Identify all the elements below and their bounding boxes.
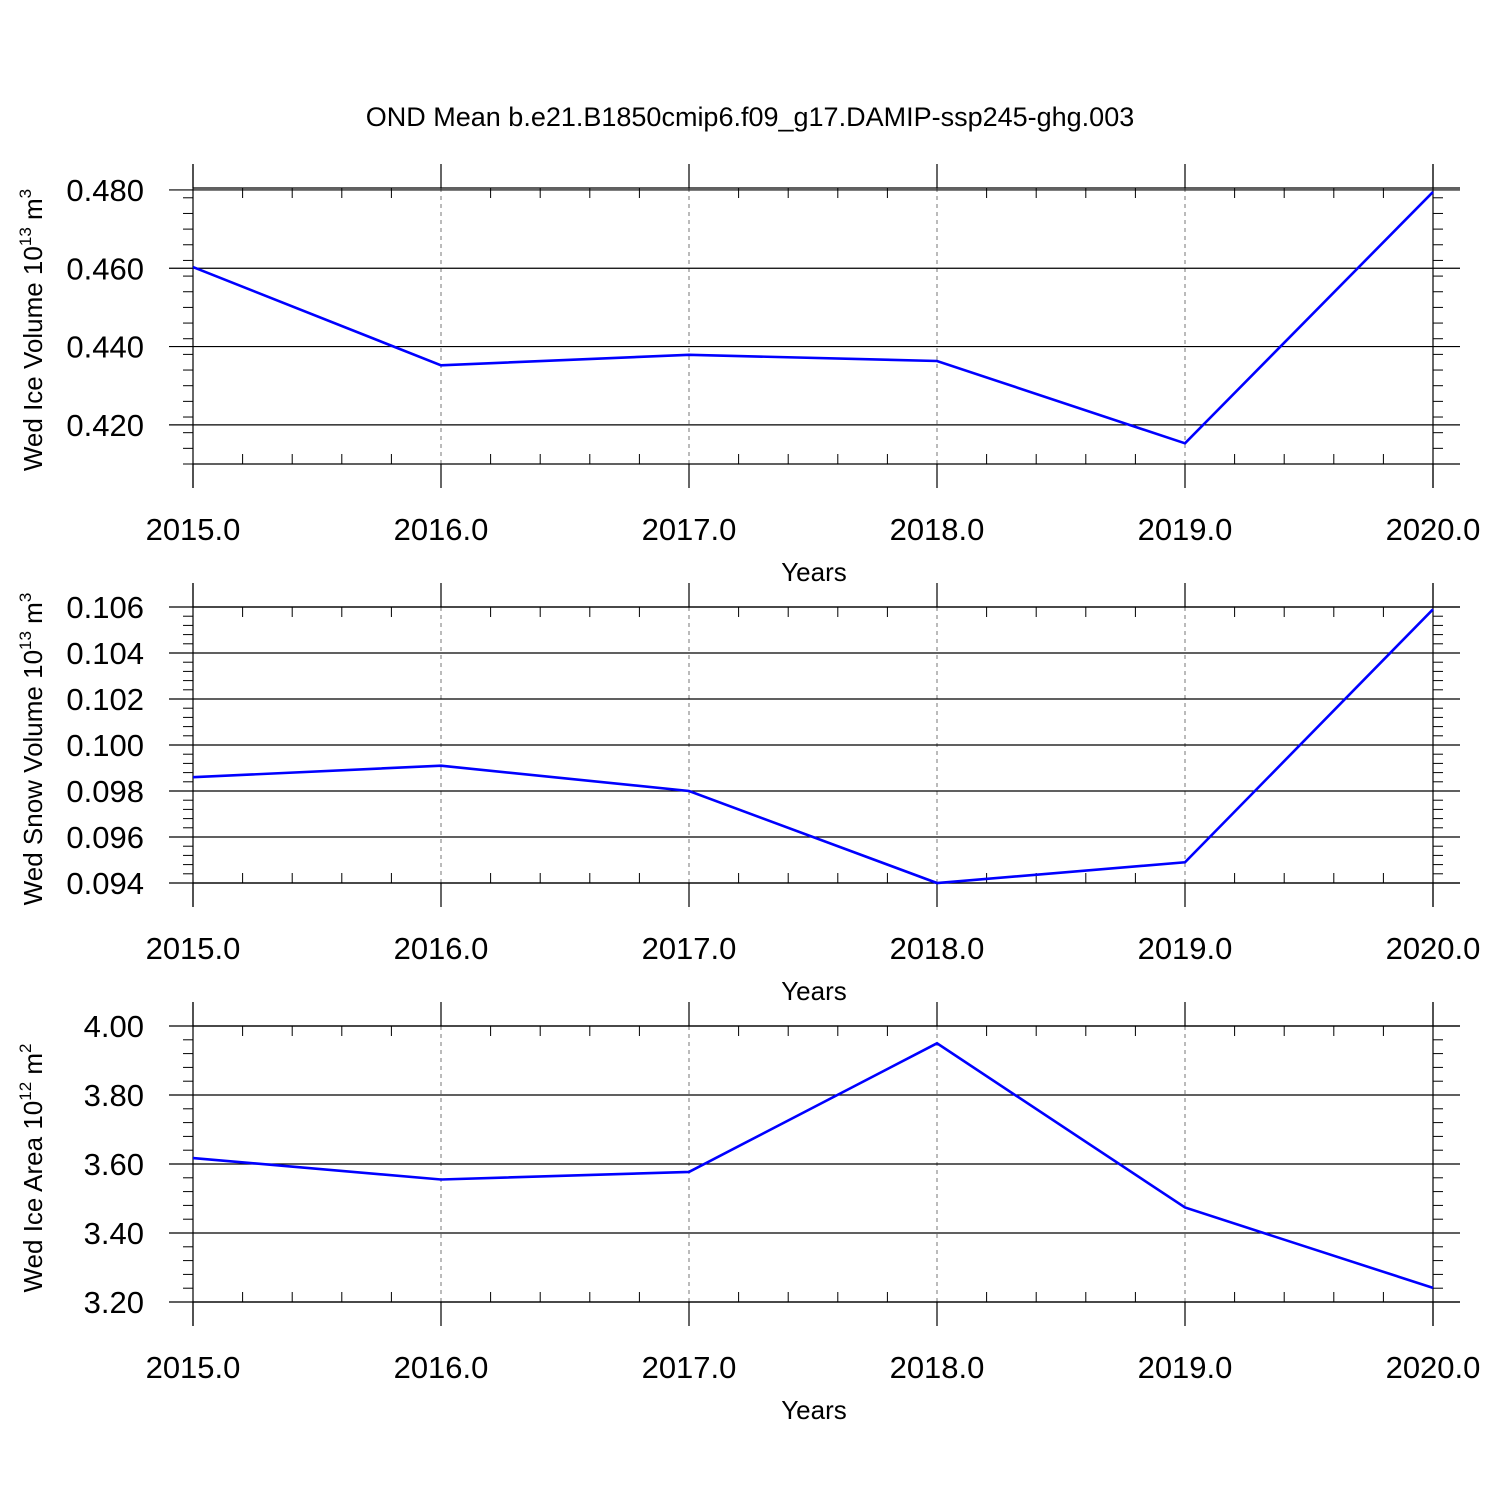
x-tick-label: 2016.0 — [394, 1350, 489, 1385]
x-tick-label: 2020.0 — [1386, 512, 1481, 547]
y-axis-label-exp: 13 — [16, 631, 35, 650]
x-tick-label: 2015.0 — [146, 512, 241, 547]
series-line — [192, 608, 1434, 885]
y-tick-label: 3.40 — [84, 1216, 144, 1251]
y-tick-label: 3.80 — [84, 1078, 144, 1113]
y-axis-label-exp: 13 — [16, 227, 35, 246]
y-axis-label-text: Wed Ice Area 10 — [18, 1101, 48, 1293]
series-line — [192, 190, 1434, 445]
x-tick-label: 2015.0 — [146, 931, 241, 966]
y-tick-label: 3.20 — [84, 1285, 144, 1320]
y-tick-label: 0.094 — [66, 866, 144, 901]
y-axis-label-text: Wed Snow Volume 10 — [18, 650, 48, 905]
x-tick-label: 2020.0 — [1386, 1350, 1481, 1385]
y-axis-label-exp: 12 — [16, 1082, 35, 1101]
x-tick-label: 2017.0 — [642, 512, 737, 547]
y-axis-label: Wed Ice Volume 1013 m3 — [16, 189, 48, 471]
y-axis-label-unit-exp: 3 — [16, 593, 35, 602]
x-tick-label: 2018.0 — [890, 1350, 985, 1385]
y-tick-label: 0.440 — [66, 330, 144, 365]
x-tick-label: 2018.0 — [890, 512, 985, 547]
y-tick-label: 0.106 — [66, 590, 144, 625]
y-axis-label-unit-exp: 2 — [16, 1043, 35, 1052]
y-tick-label: 0.098 — [66, 774, 144, 809]
x-tick-label: 2018.0 — [890, 931, 985, 966]
x-tick-label: 2019.0 — [1138, 1350, 1233, 1385]
x-tick-label: 2015.0 — [146, 1350, 241, 1385]
y-tick-label: 0.480 — [66, 173, 144, 208]
y-tick-label: 3.60 — [84, 1147, 144, 1182]
x-axis-label: Years — [781, 557, 847, 587]
y-tick-label: 4.00 — [84, 1009, 144, 1044]
y-tick-label: 0.100 — [66, 728, 144, 763]
y-tick-label: 0.102 — [66, 682, 144, 717]
y-axis-label-unit-exp: 3 — [16, 189, 35, 198]
x-tick-label: 2020.0 — [1386, 931, 1481, 966]
x-tick-label: 2017.0 — [642, 931, 737, 966]
series-line — [192, 1041, 1434, 1290]
y-axis-label: Wed Ice Area 1012 m2 — [16, 1043, 48, 1292]
x-tick-label: 2019.0 — [1138, 931, 1233, 966]
y-axis-label: Wed Snow Volume 1013 m3 — [16, 593, 48, 906]
y-tick-label: 0.460 — [66, 251, 144, 286]
x-axis-label: Years — [781, 1395, 847, 1425]
y-tick-label: 0.420 — [66, 408, 144, 443]
x-tick-label: 2019.0 — [1138, 512, 1233, 547]
x-tick-label: 2017.0 — [642, 1350, 737, 1385]
x-tick-label: 2016.0 — [394, 512, 489, 547]
chart-panel-1: 2015.0 2016.0 2017.0 2018.0 2019.0 2020.0 0.42… — [16, 164, 1480, 587]
x-axis-label: Years — [781, 976, 847, 1006]
x-tick-label: 2016.0 — [394, 931, 489, 966]
chart-panel-2: 2015.0 2016.0 2017.0 2018.0 2019.0 2020.0 0.09… — [16, 583, 1480, 1006]
y-axis-label-unit: m — [18, 602, 48, 631]
y-axis-label-text: Wed Ice Volume 10 — [18, 246, 48, 471]
y-axis-label-unit: m — [18, 1053, 48, 1082]
y-tick-label: 0.104 — [66, 636, 144, 671]
y-tick-label: 0.096 — [66, 820, 144, 855]
chart-panel-3: 2015.0 2016.0 2017.0 2018.0 2019.0 2020.0 3.20… — [16, 1002, 1480, 1425]
y-axis-label-unit: m — [18, 198, 48, 227]
figure-title: OND Mean b.e21.B1850cmip6.f09_g17.DAMIP-… — [366, 102, 1134, 132]
